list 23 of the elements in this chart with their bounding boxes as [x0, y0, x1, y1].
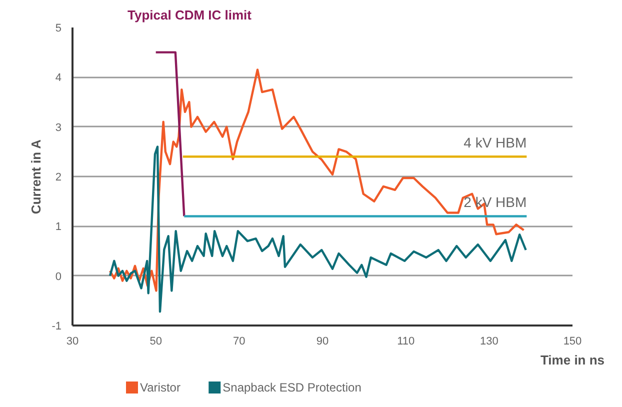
legend-label: Varistor — [140, 380, 180, 394]
y-axis-title: Current in A — [28, 138, 44, 214]
y-tick-label: 2 — [55, 172, 62, 184]
x-axis-title: Time in ns — [540, 352, 605, 368]
y-tick-label: 1 — [55, 221, 62, 234]
legend-label: Snapback ESD Protection — [222, 380, 362, 394]
x-tick-label: 90 — [316, 336, 329, 348]
x-tick-label: 150 — [563, 336, 582, 348]
annotation: 4 kV HBM — [464, 134, 527, 151]
x-tick-label: 50 — [150, 336, 162, 348]
y-tick-label: 5 — [55, 22, 62, 34]
y-tick-label: -1 — [52, 320, 62, 332]
y-tick-label: 3 — [55, 122, 62, 134]
x-tick-label: 70 — [233, 336, 246, 348]
line-series — [108, 146, 527, 313]
x-tick-label: 110 — [397, 336, 415, 348]
line-series — [108, 68, 525, 292]
y-tick-label: 0 — [55, 270, 62, 283]
chart-title: Typical CDM IC limit — [128, 8, 252, 22]
x-tick-label: 30 — [66, 336, 79, 348]
y-tick-label: 4 — [55, 72, 62, 84]
annotation: 2 kV HBM — [464, 194, 527, 210]
x-tick-label: 130 — [480, 336, 498, 348]
